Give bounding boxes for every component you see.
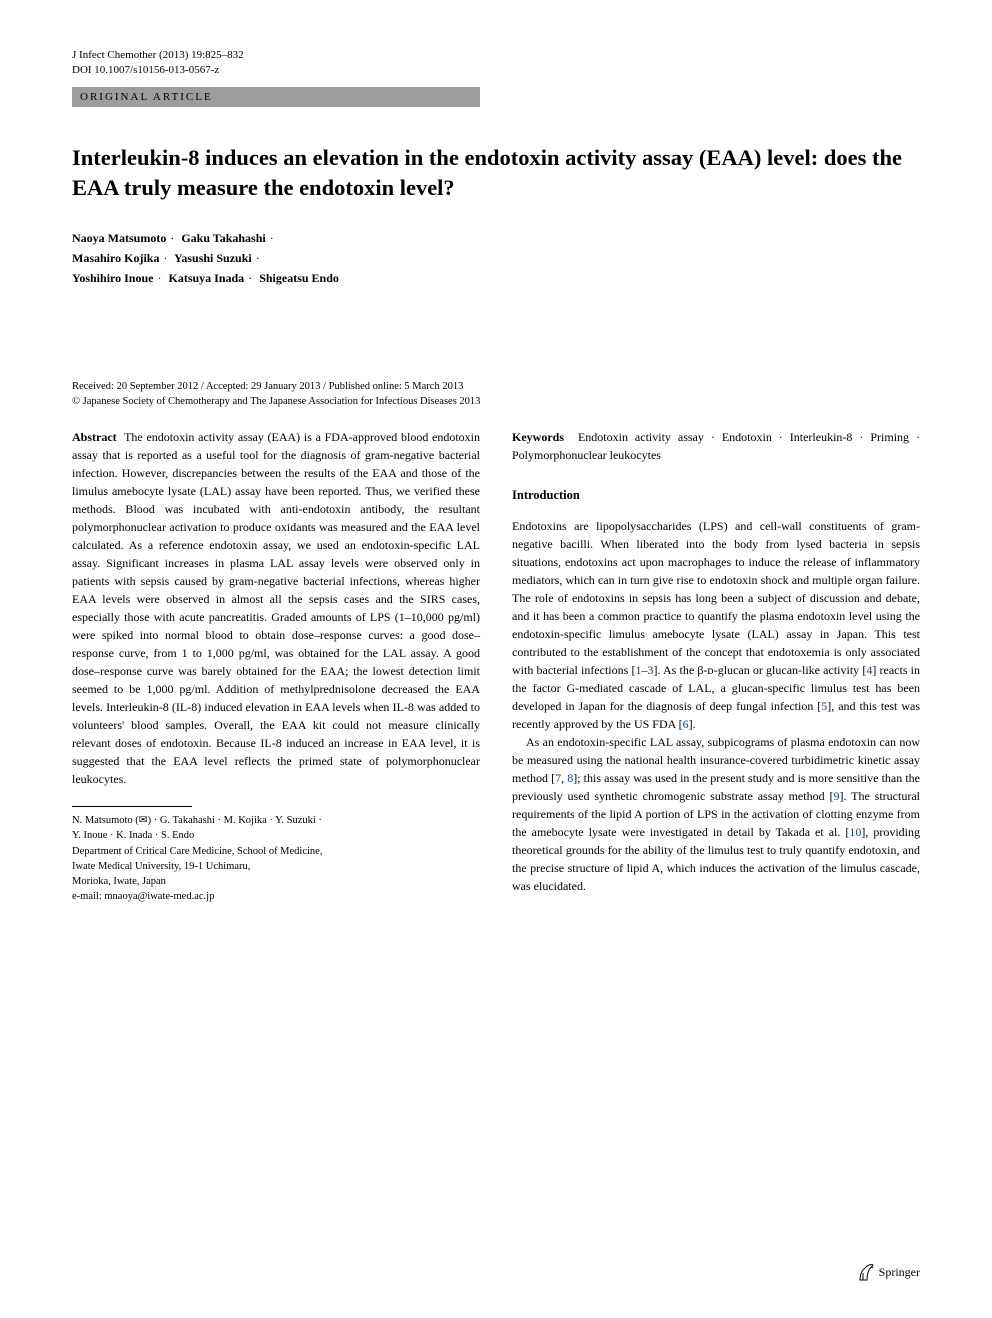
email-address: mnaoya@iwate-med.ac.jp	[104, 891, 214, 902]
affil-city-line: Morioka, Iwate, Japan	[72, 874, 480, 889]
affil-address-line: Iwate Medical University, 19-1 Uchimaru,	[72, 859, 480, 874]
keywords-label: Keywords	[512, 430, 564, 444]
author: Yasushi Suzuki	[174, 251, 252, 265]
keywords-text: Endotoxin activity assay · Endotoxin · I…	[512, 430, 920, 462]
affiliation-divider	[72, 806, 192, 807]
affil-authors-line: Y. Inoue · K. Inada · S. Endo	[72, 828, 480, 843]
affiliation-block: N. Matsumoto (✉) · G. Takahashi · M. Koj…	[72, 813, 480, 904]
author-separator: ·	[166, 231, 178, 245]
author-separator: ·	[252, 251, 264, 265]
author: Masahiro Kojika	[72, 251, 159, 265]
author: Katsuya Inada	[168, 271, 244, 285]
doi: DOI 10.1007/s10156-013-0567-z	[72, 63, 920, 78]
affil-authors-line: N. Matsumoto (✉) · G. Takahashi · M. Koj…	[72, 813, 480, 828]
abstract-paragraph: Abstract The endotoxin activity assay (E…	[72, 428, 480, 788]
article-type-label: ORIGINAL ARTICLE	[80, 91, 213, 103]
author: Yoshihiro Inoue	[72, 271, 153, 285]
intro-paragraph-1: Endotoxins are lipopolysaccharides (LPS)…	[512, 517, 920, 733]
citation-link[interactable]: 10	[849, 825, 861, 839]
keywords-paragraph: Keywords Endotoxin activity assay · Endo…	[512, 428, 920, 464]
publication-info: Received: 20 September 2012 / Accepted: …	[72, 379, 920, 411]
abstract-label: Abstract	[72, 430, 117, 444]
author: Shigeatsu Endo	[259, 271, 339, 285]
author: Gaku Takahashi	[181, 231, 265, 245]
email-label: e-mail:	[72, 891, 104, 902]
publication-dates: Received: 20 September 2012 / Accepted: …	[72, 379, 920, 395]
author: Naoya Matsumoto	[72, 231, 166, 245]
author-separator: ·	[159, 251, 171, 265]
affil-dept-line: Department of Critical Care Medicine, Sc…	[72, 844, 480, 859]
copyright-line: © Japanese Society of Chemotherapy and T…	[72, 394, 920, 410]
publisher-name: Springer	[879, 1265, 920, 1280]
left-column: Abstract The endotoxin activity assay (E…	[72, 428, 480, 904]
article-title: Interleukin-8 induces an elevation in th…	[72, 143, 920, 204]
author-list: Naoya Matsumoto· Gaku Takahashi· Masahir…	[72, 228, 920, 289]
section-heading-introduction: Introduction	[512, 486, 920, 505]
article-type-bar: ORIGINAL ARTICLE	[72, 87, 480, 107]
affil-email-line: e-mail: mnaoya@iwate-med.ac.jp	[72, 889, 480, 904]
intro-paragraph-2: As an endotoxin-specific LAL assay, subp…	[512, 733, 920, 895]
journal-reference: J Infect Chemother (2013) 19:825–832	[72, 48, 920, 63]
header-meta: J Infect Chemother (2013) 19:825–832 DOI…	[72, 48, 920, 79]
author-separator: ·	[153, 271, 165, 285]
right-column: Keywords Endotoxin activity assay · Endo…	[512, 428, 920, 904]
two-column-body: Abstract The endotoxin activity assay (E…	[72, 428, 920, 904]
author-separator: ·	[244, 271, 256, 285]
publisher-logo: Springer	[857, 1262, 920, 1282]
abstract-text: The endotoxin activity assay (EAA) is a …	[72, 430, 480, 786]
springer-horse-icon	[857, 1262, 875, 1282]
author-separator: ·	[266, 231, 278, 245]
